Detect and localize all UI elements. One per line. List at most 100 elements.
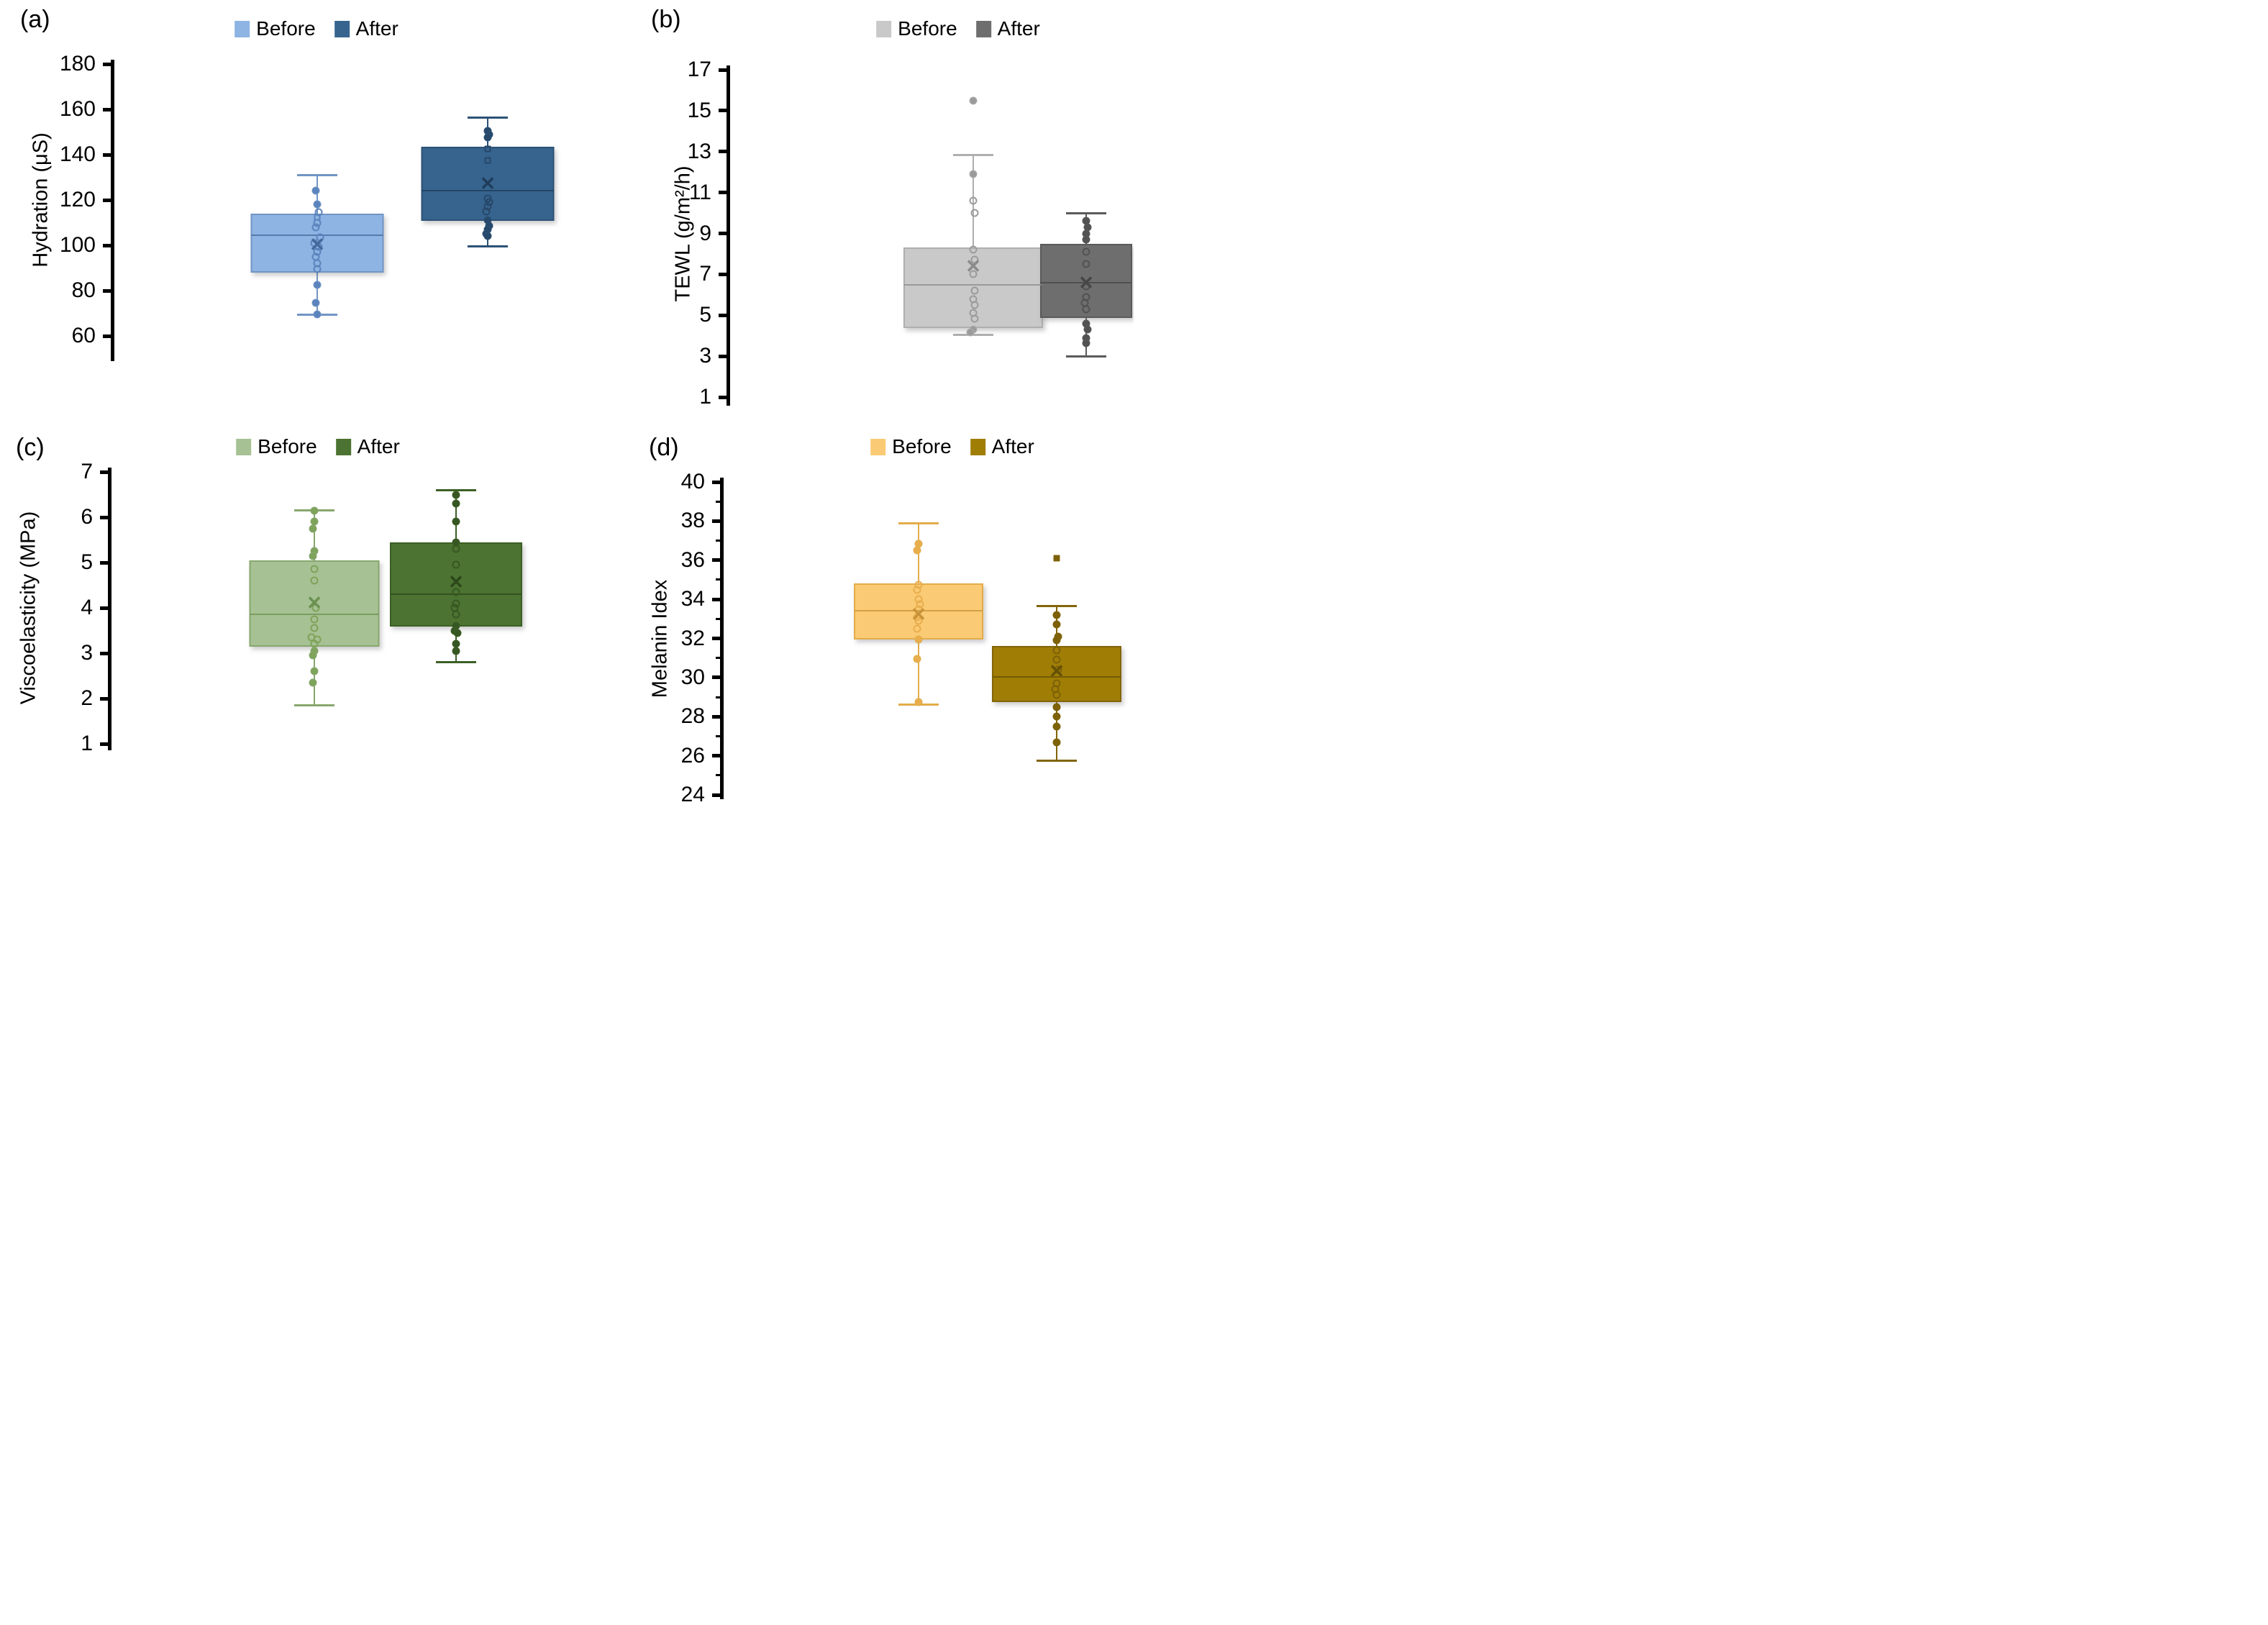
y-tick [719,109,727,113]
data-point [316,233,324,242]
data-point [913,624,921,633]
y-tick-label: 2 [81,686,93,710]
data-point [1053,555,1060,562]
data-point [310,565,319,573]
y-axis-spine [111,60,114,361]
legend-item-after: After [334,17,399,40]
y-tick-label: 11 [688,180,711,204]
y-minor-tick [716,657,720,660]
figure-canvas: (a) Before After Hydration (μS) 180 160 140 120… [0,0,1134,813]
data-point [311,223,320,232]
y-tick [103,334,111,338]
y-minor-tick [716,540,720,542]
data-point [1052,703,1061,711]
y-tick-label: 160 [59,97,96,121]
data-point [1054,665,1062,674]
y-tick-label: 13 [687,139,711,163]
data-point [914,605,923,614]
data-point [309,552,317,560]
y-tick [719,313,727,317]
data-point [914,616,923,625]
legend: Before After [876,17,1040,40]
y-tick-label: 38 [680,509,705,533]
whisker-cap-low-after [436,661,476,664]
median-line-before [250,614,379,616]
y-tick-label: 80 [71,278,96,302]
whisker-cap-high-after [436,488,476,491]
whisker-cap-low-after [1066,355,1106,358]
median-line-after [1041,281,1131,283]
mean-marker-before: ✕ [309,233,325,255]
chart-panel-d: (d) Before After Melanin Idex 40 38 36 34 32 30 28… [567,406,1134,813]
data-point [1052,636,1061,645]
y-tick [103,62,111,66]
legend-swatch-after-icon [970,438,985,455]
y-tick [100,560,108,565]
y-tick-label: 6 [81,505,93,529]
data-point [311,186,320,195]
y-tick-label: 1 [699,385,711,409]
y-tick-label: 140 [59,142,96,166]
y-tick [719,232,727,235]
y-tick-label: 7 [699,262,711,286]
whisker-cap-high-before [898,522,939,524]
y-axis-spine [108,468,111,750]
y-tick [712,637,720,640]
panel-label: (c) [16,434,45,461]
y-tick [712,793,720,797]
y-tick [103,153,111,157]
y-tick-label: 5 [81,550,93,574]
data-point [313,200,322,209]
data-point [452,647,460,655]
data-point [970,286,979,295]
y-tick-label: 17 [687,58,711,81]
panel-label: (b) [651,6,681,33]
y-tick [712,754,720,758]
y-minor-tick [716,578,720,581]
y-tick [712,480,720,484]
data-point [310,506,319,515]
y-tick [100,515,108,519]
data-point [1082,282,1090,291]
y-tick [719,150,727,154]
data-point [913,655,921,663]
data-point [313,281,322,289]
y-tick-label: 32 [680,626,705,650]
data-point [969,196,978,205]
data-point [313,265,322,273]
data-point [483,133,492,142]
legend-label-after: After [997,17,1040,40]
y-tick-label: 7 [81,460,93,483]
y-minor-tick [716,774,720,777]
legend-item-after: After [975,17,1040,40]
whisker-line-before [973,155,974,335]
data-point [452,610,460,619]
data-point [1052,738,1061,747]
y-tick [103,288,111,293]
data-point [482,207,491,216]
mean-marker-before: ✕ [306,591,322,614]
mean-marker-after: ✕ [480,172,496,194]
panel-label: (a) [20,6,50,33]
data-point [1052,722,1061,731]
data-point [314,208,323,217]
legend-item-before: Before [234,17,316,40]
data-point [1082,247,1090,256]
y-minor-tick [716,696,720,698]
y-tick [103,107,111,111]
whisker-cap-high-before [953,153,993,156]
y-tick-label: 34 [680,587,705,611]
data-point [966,328,975,337]
legend: Before After [236,435,400,458]
legend: Before After [234,17,399,40]
mean-marker-after: ✕ [1078,272,1094,294]
whisker-cap-high-after [1066,211,1106,214]
y-tick-label: 24 [680,783,705,806]
legend-swatch-after-icon [335,438,351,455]
data-point [1052,712,1061,721]
legend-label-after: After [357,435,400,458]
legend-swatch-before-icon [876,20,892,37]
legend-swatch-before-icon [234,20,250,37]
y-tick-label: 28 [680,704,705,729]
data-point [1082,235,1090,244]
